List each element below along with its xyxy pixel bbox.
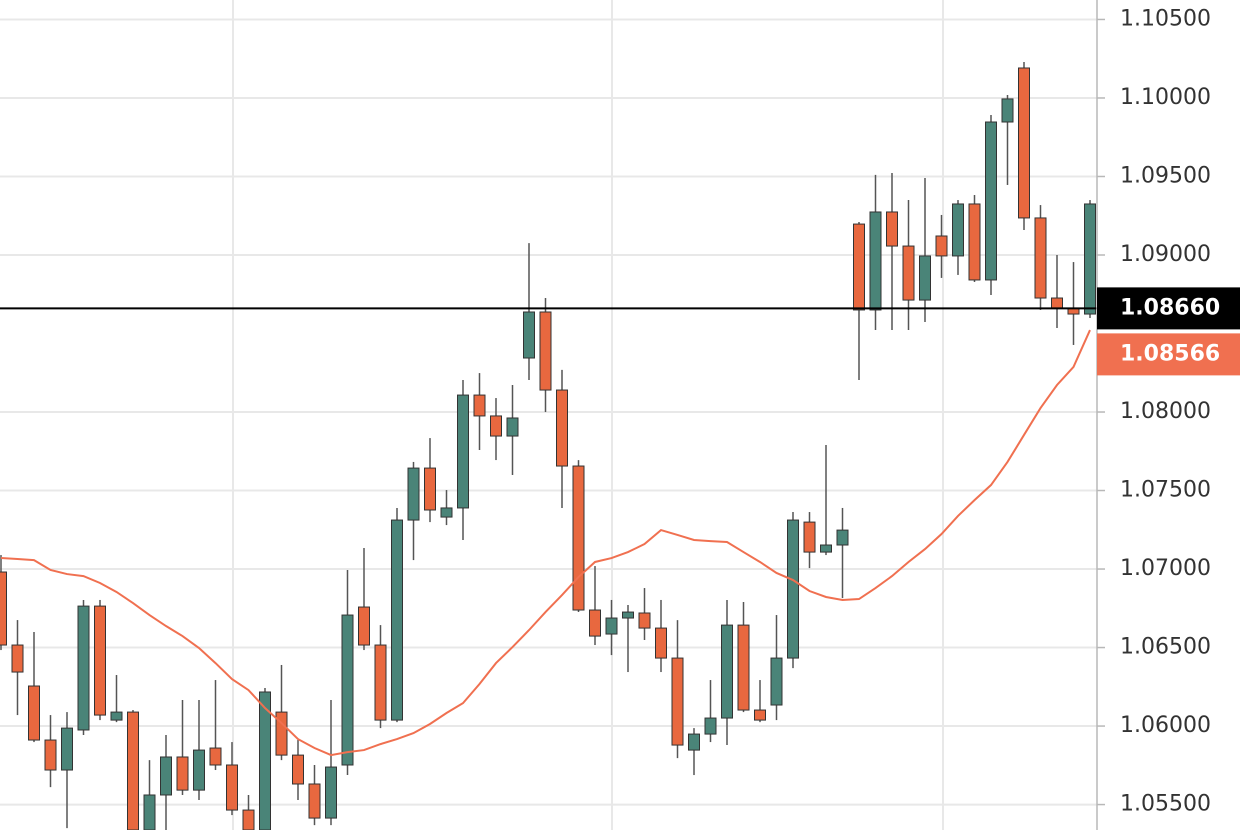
y-tick-label: 1.08000 [1120, 399, 1211, 424]
candle-body [869, 211, 882, 311]
price-label-box [1097, 287, 1240, 330]
candle-body [1018, 67, 1030, 219]
plot-area [0, 62, 1097, 830]
price-label: 1.08660 [1120, 295, 1220, 320]
candle-body [176, 756, 189, 791]
candle-body [44, 739, 57, 771]
candle-body [259, 691, 271, 830]
candle-body [473, 394, 486, 417]
y-tick-label: 1.06500 [1120, 635, 1211, 660]
candle-body [638, 612, 651, 629]
candle-body [209, 747, 222, 766]
candle-body [341, 614, 354, 766]
candle-body [440, 507, 453, 518]
candle-body [1034, 217, 1047, 299]
candle-body [902, 245, 915, 301]
candle-body [94, 605, 106, 716]
candle-body [836, 529, 849, 546]
candle-body [853, 223, 865, 311]
candle-body [127, 711, 139, 830]
ma-label-box [1097, 333, 1240, 376]
y-tick-label: 1.06000 [1120, 713, 1211, 738]
ma-label: 1.08566 [1120, 341, 1220, 366]
y-tick-label: 1.10000 [1120, 85, 1211, 110]
candle-body [622, 611, 634, 619]
candle-body [952, 203, 964, 257]
candle-body [61, 727, 73, 771]
y-tick-label: 1.10500 [1120, 6, 1211, 31]
candle-body [754, 709, 766, 721]
y-tick-label: 1.05500 [1120, 792, 1211, 817]
candle-body [688, 733, 700, 751]
candle-body [985, 121, 997, 281]
candle-body [737, 624, 750, 711]
candle-body [110, 711, 123, 721]
y-tick-label: 1.07500 [1120, 478, 1211, 503]
candle-body [671, 657, 684, 746]
candle-body [325, 766, 337, 819]
candle-body [820, 544, 832, 553]
candle-body [0, 571, 7, 646]
candle-body [374, 644, 387, 721]
moving-average-line [0, 329, 1091, 757]
candle-body [160, 756, 172, 796]
candle-body [11, 644, 24, 673]
candle-body [886, 211, 898, 247]
candle-body [143, 794, 156, 830]
candle-body [803, 521, 816, 553]
candle-body [1084, 203, 1096, 315]
candle-body [589, 609, 601, 637]
candle-body [605, 617, 618, 635]
candle-body [539, 311, 552, 391]
candle-body [770, 657, 783, 706]
candle-body [308, 783, 321, 819]
candle-body [391, 519, 403, 721]
candle-body [721, 624, 733, 719]
candle-body [1001, 98, 1014, 123]
candle-body [292, 754, 304, 785]
price-axis: 1.05500 1.06000 1.06500 1.07000 1.07500 1.080… [1097, 6, 1240, 817]
candle-body [457, 394, 469, 509]
candle-body [407, 467, 420, 521]
candle-body [28, 685, 40, 741]
candle-body [1051, 297, 1063, 309]
candle-body [968, 203, 981, 281]
candle-body [193, 749, 205, 791]
candle-body [506, 417, 519, 437]
candle-body [556, 389, 568, 467]
y-tick-label: 1.07000 [1120, 556, 1211, 581]
candle-body [490, 415, 502, 437]
candle-body [275, 711, 288, 756]
candle-body [572, 465, 585, 611]
candle-body [226, 764, 238, 811]
y-tick-label: 1.09000 [1120, 242, 1211, 267]
candle-body [655, 627, 667, 659]
candle-body [704, 717, 717, 735]
candle-body [919, 255, 931, 301]
y-tick-label: 1.09500 [1120, 163, 1211, 188]
candle-body [424, 467, 436, 511]
candle-body [242, 809, 255, 830]
candle-body [77, 605, 90, 731]
candle-body [935, 235, 948, 257]
candle-body [358, 606, 370, 646]
candle-body [523, 311, 535, 359]
candle-body [787, 519, 799, 659]
